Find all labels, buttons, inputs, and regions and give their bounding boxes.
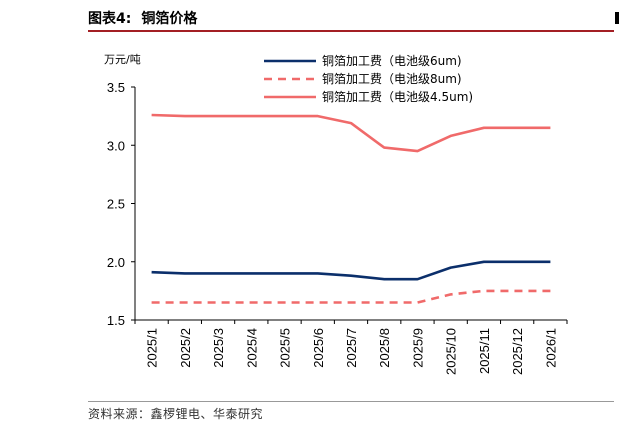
y-tick-label: 3.0	[107, 138, 125, 153]
y-tick-label: 2.0	[107, 255, 125, 270]
x-tick-label: 2025/4	[244, 328, 259, 368]
x-tick-label: 2026/1	[543, 328, 558, 368]
x-tick-label: 2025/11	[477, 328, 492, 374]
figure-title: 图表4: 铜箔价格	[88, 8, 207, 28]
figure-number: 图表4:	[88, 11, 132, 27]
x-tick-label: 2025/3	[211, 328, 226, 368]
y-tick-label: 1.5	[107, 313, 125, 328]
x-tick-label: 2025/7	[344, 328, 359, 368]
legend-label-1: 铜箔加工费（电池级8um)	[322, 71, 462, 86]
legend-label-0: 铜箔加工费（电池级6um)	[322, 53, 462, 68]
y-tick-label: 2.5	[107, 197, 125, 212]
title-rule	[88, 30, 614, 32]
series-line-1	[151, 289, 551, 304]
series-line-0	[151, 260, 551, 281]
x-tick-label: 2025/5	[278, 328, 293, 368]
corner-mark	[615, 12, 619, 24]
x-tick-label: 2025/2	[178, 328, 193, 368]
y-axis-unit-label: 万元/吨	[104, 53, 141, 66]
x-tick-label: 2025/10	[444, 328, 459, 375]
legend: 铜箔加工费（电池级6um) 铜箔加工费（电池级8um) 铜箔加工费（电池级4.5um…	[264, 53, 473, 104]
series-line-2	[151, 113, 551, 153]
axes: 1.5 2.0 2.5 3.0 3.5 2025/1 2025/2 2025/3 2025/4 2…	[107, 80, 568, 375]
x-tick-label: 2025/8	[377, 328, 392, 368]
series-layer	[151, 113, 551, 304]
y-tick-label: 3.5	[107, 80, 125, 95]
x-tick-label: 2025/12	[510, 328, 525, 375]
legend-label-2: 铜箔加工费（电池级4.5um)	[322, 89, 473, 104]
source-note: 资料来源：鑫椤锂电、华泰研究	[88, 407, 264, 421]
x-tick-label: 2025/9	[410, 328, 425, 368]
x-tick-label: 2025/1	[145, 328, 160, 368]
source-rule	[88, 401, 614, 402]
x-tick-label: 2025/6	[311, 328, 326, 368]
figure-title-text: 铜箔价格	[141, 11, 198, 27]
